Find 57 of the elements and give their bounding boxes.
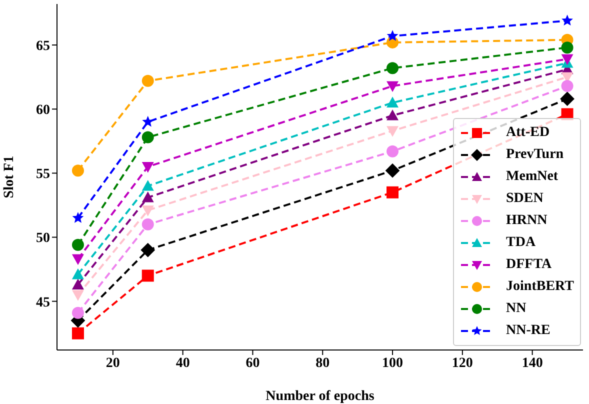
- point: [142, 74, 154, 87]
- point: [142, 180, 154, 191]
- point: [386, 62, 399, 74]
- point: [140, 242, 156, 258]
- point: [142, 162, 154, 173]
- point: [72, 238, 84, 251]
- point: [72, 254, 84, 266]
- legend-label: TDA: [506, 235, 536, 251]
- point: [386, 145, 399, 158]
- point: [142, 192, 154, 202]
- x-tick-label: 40: [176, 356, 190, 371]
- point: [142, 116, 154, 127]
- y-tick-label: 50: [36, 231, 50, 246]
- point: [72, 164, 84, 177]
- point: [72, 212, 84, 223]
- point: [385, 163, 400, 178]
- legend-label: PrevTurn: [506, 147, 564, 163]
- legend-label: Att-ED: [506, 125, 550, 141]
- point: [386, 30, 398, 41]
- legend-label: JointBERT: [506, 279, 574, 295]
- x-tick-label: 120: [452, 356, 473, 371]
- point: [386, 96, 399, 108]
- x-tick-label: 60: [246, 356, 260, 371]
- legend-label: DFFTA: [506, 257, 552, 273]
- legend-label: HRNN: [506, 213, 548, 229]
- point: [386, 126, 399, 137]
- y-tick-label: 55: [36, 167, 50, 182]
- x-tick-label: 100: [382, 356, 404, 371]
- x-tick-label: 80: [316, 356, 330, 371]
- point: [561, 80, 574, 92]
- point: [142, 270, 154, 282]
- point: [386, 109, 399, 120]
- point: [142, 218, 154, 230]
- point: [72, 278, 84, 290]
- x-tick-label: 140: [522, 356, 543, 371]
- point: [72, 290, 84, 301]
- y-tick-label: 45: [36, 295, 50, 310]
- legend-label: NN: [506, 301, 526, 317]
- point: [72, 327, 84, 340]
- y-tick-label: 65: [36, 38, 50, 54]
- point: [72, 306, 84, 319]
- point: [142, 206, 154, 216]
- legend-label: SDEN: [506, 191, 544, 207]
- y-tick-label: 60: [36, 103, 50, 118]
- y-axis-title: Slot F1: [2, 156, 17, 198]
- point: [142, 131, 154, 144]
- point: [386, 81, 399, 92]
- legend-label: NN-RE: [506, 323, 550, 339]
- x-axis-title: Number of epochs: [266, 389, 375, 404]
- x-tick-label: 20: [106, 356, 120, 371]
- point: [561, 42, 574, 54]
- legend-label: MemNet: [506, 169, 558, 185]
- point: [562, 14, 573, 26]
- point: [560, 92, 574, 106]
- point: [386, 186, 399, 198]
- point: [561, 54, 574, 66]
- point: [72, 268, 84, 280]
